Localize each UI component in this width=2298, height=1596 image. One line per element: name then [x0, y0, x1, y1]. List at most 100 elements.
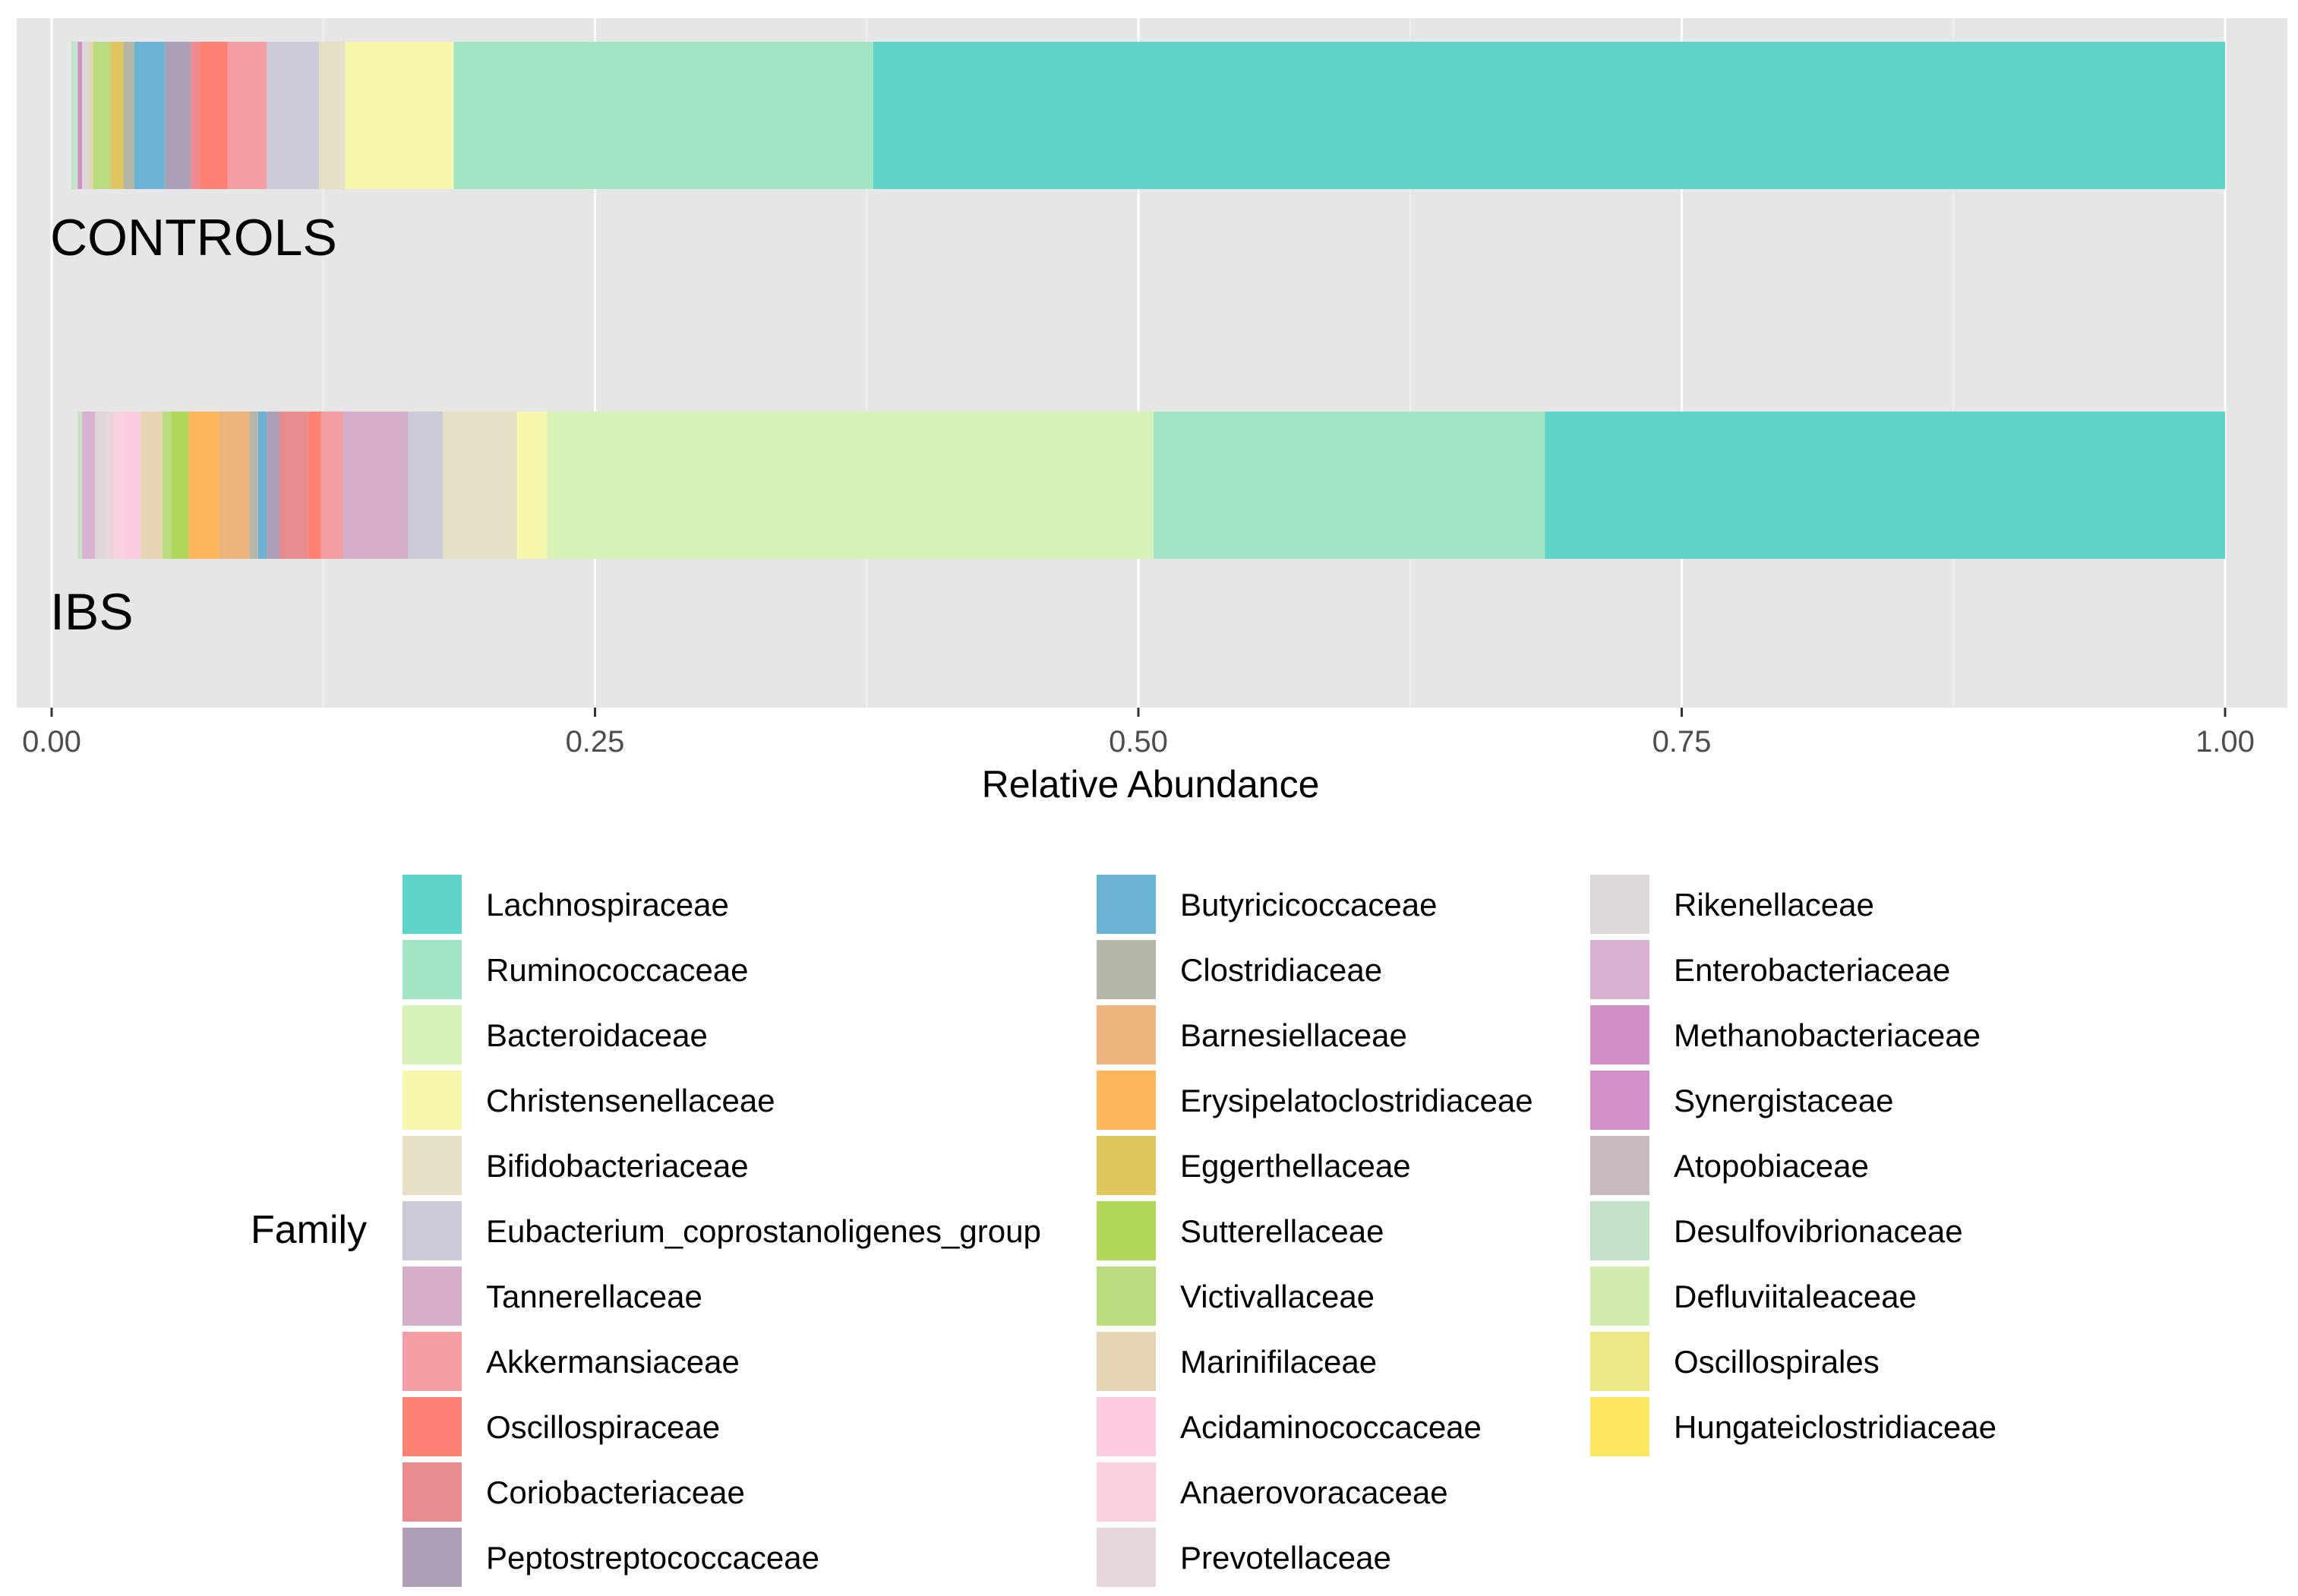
legend-label: Eggerthellaceae [1180, 1148, 1411, 1184]
legend-item: Akkermansiaceae [402, 1332, 740, 1391]
bars [71, 42, 2225, 559]
legend-title: Family [251, 1208, 367, 1252]
bar-segment-ibs-oscillospiraceae [308, 412, 321, 559]
legend-item: Peptostreptococcaceae [402, 1528, 819, 1587]
bar-segment-ibs-ruminococcaceae [1154, 412, 1545, 559]
legend-key [1590, 1201, 1649, 1260]
legend-item: Victivallaceae [1097, 1266, 1375, 1326]
bar-segment-ibs-prevotellaceae [106, 412, 115, 559]
legend-label: Clostridiaceae [1180, 952, 1382, 988]
tick-label: 0.25 [566, 725, 625, 759]
bar-segment-controls-methanobacteriaceae [77, 42, 83, 189]
legend-key [1590, 875, 1649, 934]
legend-label: Defluviitaleaceae [1674, 1279, 1917, 1314]
legend-label: Christensenellaceae [486, 1083, 775, 1118]
bar-segment-controls-lachnospiraceae [873, 42, 2225, 189]
legend-label: Akkermansiaceae [486, 1344, 740, 1380]
bar-segment-controls-eubacterium-coprostanoligenes-group [267, 42, 320, 189]
legend-label: Tannerellaceae [486, 1279, 702, 1314]
bar-segment-controls-butyricicoccaceae [134, 42, 165, 189]
legend-label: Oscillospirales [1674, 1344, 1880, 1380]
legend-key [1097, 1462, 1156, 1522]
legend-item: Barnesiellaceae [1097, 1005, 1407, 1065]
bar-segment-ibs-anaerovoracaceae [114, 412, 124, 559]
bar-segment-ibs-acidaminococcaceae [123, 412, 141, 559]
legend-key [402, 875, 462, 934]
legend-label: Acidaminococcaceae [1180, 1409, 1482, 1445]
legend-label: Prevotellaceae [1180, 1540, 1391, 1575]
bar-segment-controls-peptostreptococcaceae [164, 42, 191, 189]
bar-segment-controls-desulfovibrionaceae [71, 42, 78, 189]
bar-segment-ibs-bifidobacteriaceae [443, 412, 517, 559]
legend-label: Lachnospiraceae [486, 887, 729, 923]
legend-item: Atopobiaceae [1590, 1136, 1869, 1195]
legend-label: Ruminococcaceae [486, 952, 749, 988]
legend-item: Oscillospirales [1590, 1332, 1880, 1391]
category-labels: CONTROLS IBS [50, 209, 337, 641]
legend-label: Synergistaceae [1674, 1083, 1894, 1118]
bar-segment-controls-bifidobacteriaceae [319, 42, 346, 189]
legend-item: Tannerellaceae [402, 1266, 702, 1326]
bar-segment-controls-victivallaceae [93, 42, 111, 189]
bar-segment-controls-ruminococcaceae [453, 42, 873, 189]
bar-segment-controls-marinifilaceae [88, 42, 93, 189]
x-axis-ticks: 0.00 0.25 0.50 0.75 1.00 [22, 708, 2255, 759]
legend-label: Methanobacteriaceae [1674, 1017, 1981, 1053]
legend-key [1097, 875, 1156, 934]
legend-item: Hungateiclostridiaceae [1590, 1397, 1997, 1456]
bar-segment-ibs-barnesiellaceae [219, 412, 250, 559]
legend-key [1590, 1266, 1649, 1326]
legend-label: Eubacterium_coprostanoligenes_group [486, 1213, 1041, 1249]
legend-label: Erysipelatoclostridiaceae [1180, 1083, 1533, 1118]
legend-key [1097, 940, 1156, 999]
tick-label: 0.75 [1652, 725, 1712, 759]
legend-key [402, 1462, 462, 1522]
legend-item: Lachnospiraceae [402, 875, 729, 934]
bar-segment-ibs-enterobacteriaceae [82, 412, 96, 559]
bar-segment-controls-rikenellaceae [82, 42, 89, 189]
legend-item: Oscillospiraceae [402, 1397, 720, 1456]
legend-key [1097, 1136, 1156, 1195]
legend-key [402, 940, 462, 999]
bar-segment-controls-eggerthellaceae [110, 42, 124, 189]
bar-segment-ibs-akkermansiaceae [320, 412, 343, 559]
bar-segment-ibs-christensenellaceae [516, 412, 548, 559]
legend-item: Prevotellaceae [1097, 1528, 1391, 1587]
legend-key [402, 1071, 462, 1130]
legend-item: Eggerthellaceae [1097, 1136, 1411, 1195]
x-axis-title: Relative Abundance [982, 763, 1320, 806]
bar-segment-controls-coriobacteriaceae [191, 42, 200, 189]
legend-label: Oscillospiraceae [486, 1409, 720, 1445]
legend-label: Bifidobacteriaceae [486, 1148, 749, 1184]
legend-label: Bacteroidaceae [486, 1017, 708, 1053]
legend-label: Sutterellaceae [1180, 1213, 1384, 1249]
bar-segment-controls-christensenellaceae [345, 42, 454, 189]
bar-segment-ibs-erysipelatoclostridiaceae [188, 412, 219, 559]
legend-label: Desulfovibrionaceae [1674, 1213, 1963, 1249]
legend-label: Coriobacteriaceae [486, 1475, 745, 1510]
legend-item: Clostridiaceae [1097, 940, 1382, 999]
bar-segment-controls-oscillospiraceae [199, 42, 228, 189]
legend-item: Methanobacteriaceae [1590, 1005, 1981, 1065]
legend-key [1097, 1005, 1156, 1065]
bar-segment-ibs-victivallaceae [162, 412, 172, 559]
tick-label: 1.00 [2195, 725, 2255, 759]
legend-label: Atopobiaceae [1674, 1148, 1869, 1184]
tick-label: 0.00 [22, 725, 81, 759]
bar-segment-controls-clostridiaceae [123, 42, 134, 189]
category-label-ibs: IBS [50, 583, 134, 641]
bar-segment-ibs-rikenellaceae [95, 412, 106, 559]
bar-segment-ibs-bacteroidaceae [547, 412, 1154, 559]
legend-label: Peptostreptococcaceae [486, 1540, 819, 1575]
legend-key [1590, 1005, 1649, 1065]
tick-label: 0.50 [1109, 725, 1168, 759]
bar-segment-ibs-desulfovibrionaceae [77, 412, 83, 559]
legend-key [1590, 1332, 1649, 1391]
legend-key [402, 1397, 462, 1456]
legend-key [1097, 1201, 1156, 1260]
bar-segment-ibs-peptostreptococcaceae [267, 412, 280, 559]
legend-item: Anaerovoracaceae [1097, 1462, 1448, 1522]
legend-key [1590, 940, 1649, 999]
legend-item: Desulfovibrionaceae [1590, 1201, 1963, 1260]
